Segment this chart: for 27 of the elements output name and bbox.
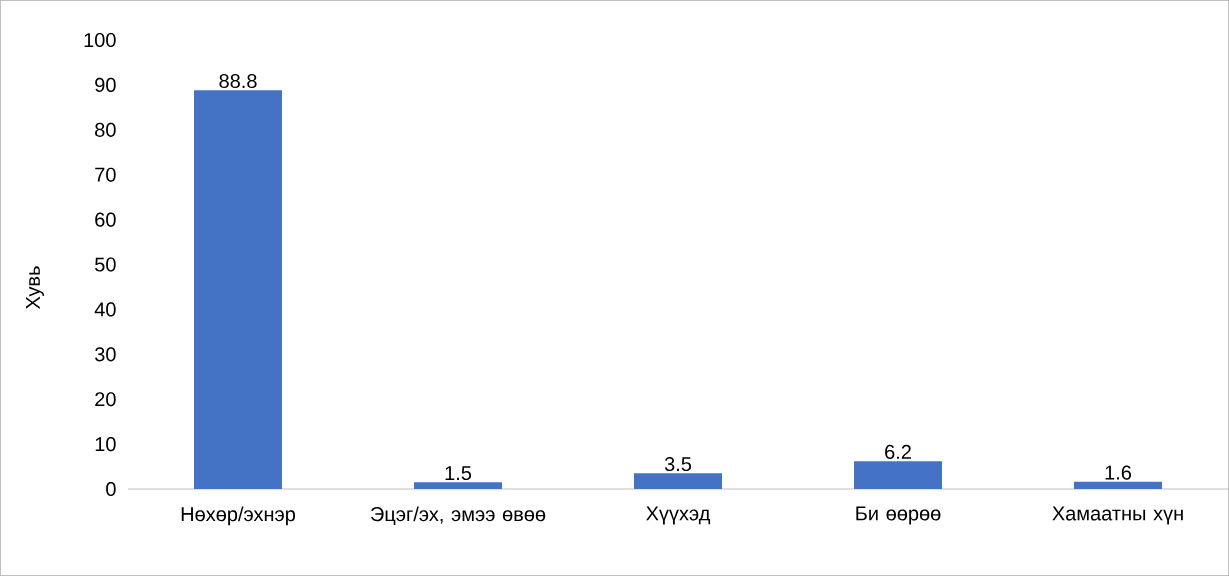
y-tick-label: 40 [94, 302, 116, 317]
y-tick-label: 100 [84, 32, 116, 48]
x-tick-label: Хүүхэд [646, 506, 711, 525]
data-label: 1.6 [1105, 465, 1132, 480]
data-label: 88.8 [219, 73, 257, 89]
y-tick-label: 50 [95, 257, 116, 272]
x-tick-label: Хамаатны хүн [1052, 506, 1183, 525]
bar [634, 473, 723, 490]
y-axis-title: Хувь [26, 266, 44, 310]
y-tick-label: 80 [95, 122, 116, 137]
x-tick-label: Эцэг/эх, эмээ өвөө [370, 506, 546, 526]
y-tick-label: 70 [95, 167, 116, 182]
y-tick-label: 0 [106, 481, 116, 497]
bar [414, 482, 503, 490]
y-tick-label: 30 [95, 347, 116, 362]
bar [194, 90, 283, 490]
bar [854, 461, 943, 490]
data-label: 1.5 [445, 466, 472, 481]
y-tick-label: 90 [95, 77, 116, 92]
bar [1074, 481, 1163, 490]
y-tick-label: 10 [95, 437, 116, 452]
x-tick-label: Нөхөр/эхнэр [181, 506, 296, 526]
data-label: 6.2 [885, 444, 911, 459]
x-tick-label: Би өөрөө [856, 506, 941, 525]
y-tick-label: 60 [95, 212, 116, 227]
y-tick-label: 20 [95, 392, 116, 407]
data-label: 3.5 [664, 456, 692, 472]
